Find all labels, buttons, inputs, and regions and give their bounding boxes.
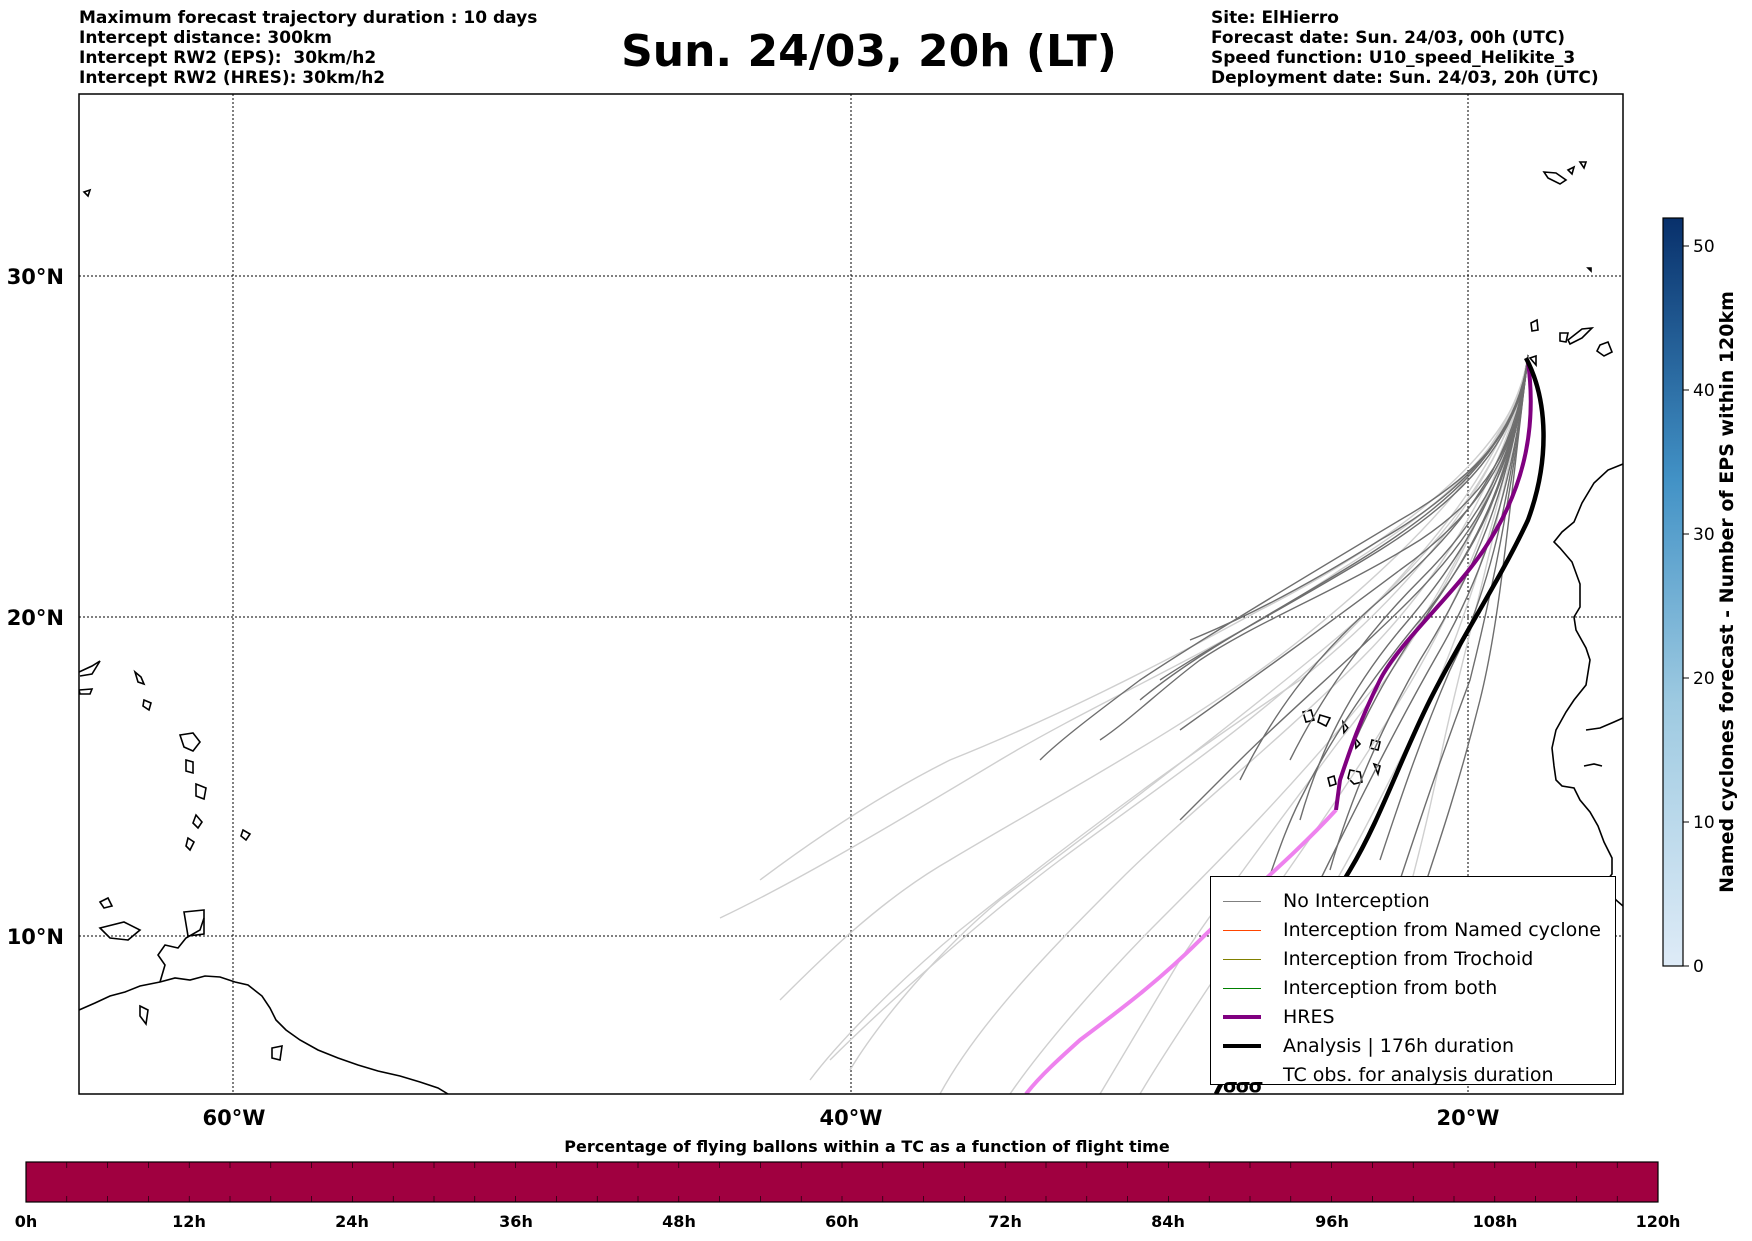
time-bar [25,1161,1659,1203]
legend-label: Interception from both [1283,976,1498,999]
legend: No Interception Interception from Named … [1210,876,1616,1097]
colorbar-tick-30: 30 [1693,525,1715,545]
legend-item-hres: HRES [1219,1002,1335,1031]
ensemble-trajectories [719,354,1529,1094]
colorbar-tick-0: 0 [1693,957,1704,977]
colorbar-label: Named cyclones forecast - Number of EPS … [1716,291,1738,893]
timebar-label: 0h [14,1212,38,1231]
lon-label-60w: 60°W [203,1106,266,1130]
tc-symbol-icon: σσσ [1223,1074,1263,1097]
info-line: Intercept distance: 300km [79,28,332,48]
legend-item-tc-obs: σσσ TC obs. for analysis duration [1219,1060,1554,1097]
info-right: Site: ElHierro Forecast date: Sun. 24/03… [1211,8,1599,88]
timebar-label: 24h [335,1212,369,1231]
timebar-label: 108h [1472,1212,1518,1231]
lat-label-30: 30°N [7,265,64,289]
legend-label: HRES [1283,1005,1335,1028]
legend-label: No Interception [1283,889,1430,912]
map-frame [78,93,1624,1095]
info-line: Intercept RW2 (HRES): 30km/h2 [79,68,386,88]
map-area [78,93,1624,1095]
cyclone-colorbar: 0 10 20 30 40 50 Named cyclones forecast… [1662,217,1738,977]
timebar-label: 72h [988,1212,1022,1231]
timebar-title: Percentage of flying ballons within a TC… [564,1137,1170,1156]
legend-line-swatch [1219,1031,1265,1060]
page-title: Sun. 24/03, 20h (LT) [621,26,1117,77]
info-line: Deployment date: Sun. 24/03, 20h (UTC) [1211,68,1599,88]
legend-item-trochoid: Interception from Trochoid [1219,944,1533,973]
timebar-label: 12h [172,1212,206,1231]
hres-trajectory [1024,361,1533,1094]
info-line: Speed function: U10_speed_Helikite_3 [1211,48,1576,68]
lat-label-20: 20°N [7,606,64,630]
lat-label-10: 10°N [7,925,64,949]
timebar-label: 84h [1151,1212,1185,1231]
info-left: Maximum forecast trajectory duration : 1… [79,8,537,88]
legend-line-swatch [1219,973,1265,1002]
legend-line-swatch [1219,915,1265,944]
colorbar-tick-10: 10 [1693,813,1715,833]
timebar-label: 60h [825,1212,859,1231]
legend-label: Interception from Named cyclone [1283,918,1601,941]
legend-line-swatch [1219,944,1265,973]
longitude-labels: 60°W 40°W 20°W [203,1106,1500,1130]
colorbar-tick-20: 20 [1693,669,1715,689]
coastlines [79,161,1623,1094]
legend-label: TC obs. for analysis duration [1283,1063,1554,1086]
lon-label-20w: 20°W [1437,1106,1500,1130]
info-line: Intercept RW2 (EPS): 30km/h2 [79,48,377,68]
legend-item-analysis: Analysis | 176h duration [1219,1031,1514,1060]
info-line: Maximum forecast trajectory duration : 1… [79,8,538,28]
info-line: Site: ElHierro [1211,8,1339,28]
timebar-label: 120h [1635,1212,1681,1231]
legend-label: Analysis | 176h duration [1283,1034,1515,1057]
legend-item-both: Interception from both [1219,973,1497,1002]
timebar-label: 36h [499,1212,533,1231]
legend-item-no-interception: No Interception [1219,886,1430,915]
legend-label: Interception from Trochoid [1283,947,1534,970]
lon-label-40w: 40°W [820,1106,883,1130]
legend-line-swatch [1219,1002,1265,1031]
legend-line-swatch [1219,886,1265,915]
legend-item-named-cyclone: Interception from Named cyclone [1219,915,1601,944]
colorbar-tick-40: 40 [1693,381,1715,401]
timebar-label: 96h [1315,1212,1349,1231]
timebar-label: 48h [662,1212,696,1231]
info-line: Forecast date: Sun. 24/03, 00h (UTC) [1211,28,1566,48]
latitude-labels: 30°N 20°N 10°N [7,265,64,949]
colorbar-tick-50: 50 [1693,237,1715,257]
